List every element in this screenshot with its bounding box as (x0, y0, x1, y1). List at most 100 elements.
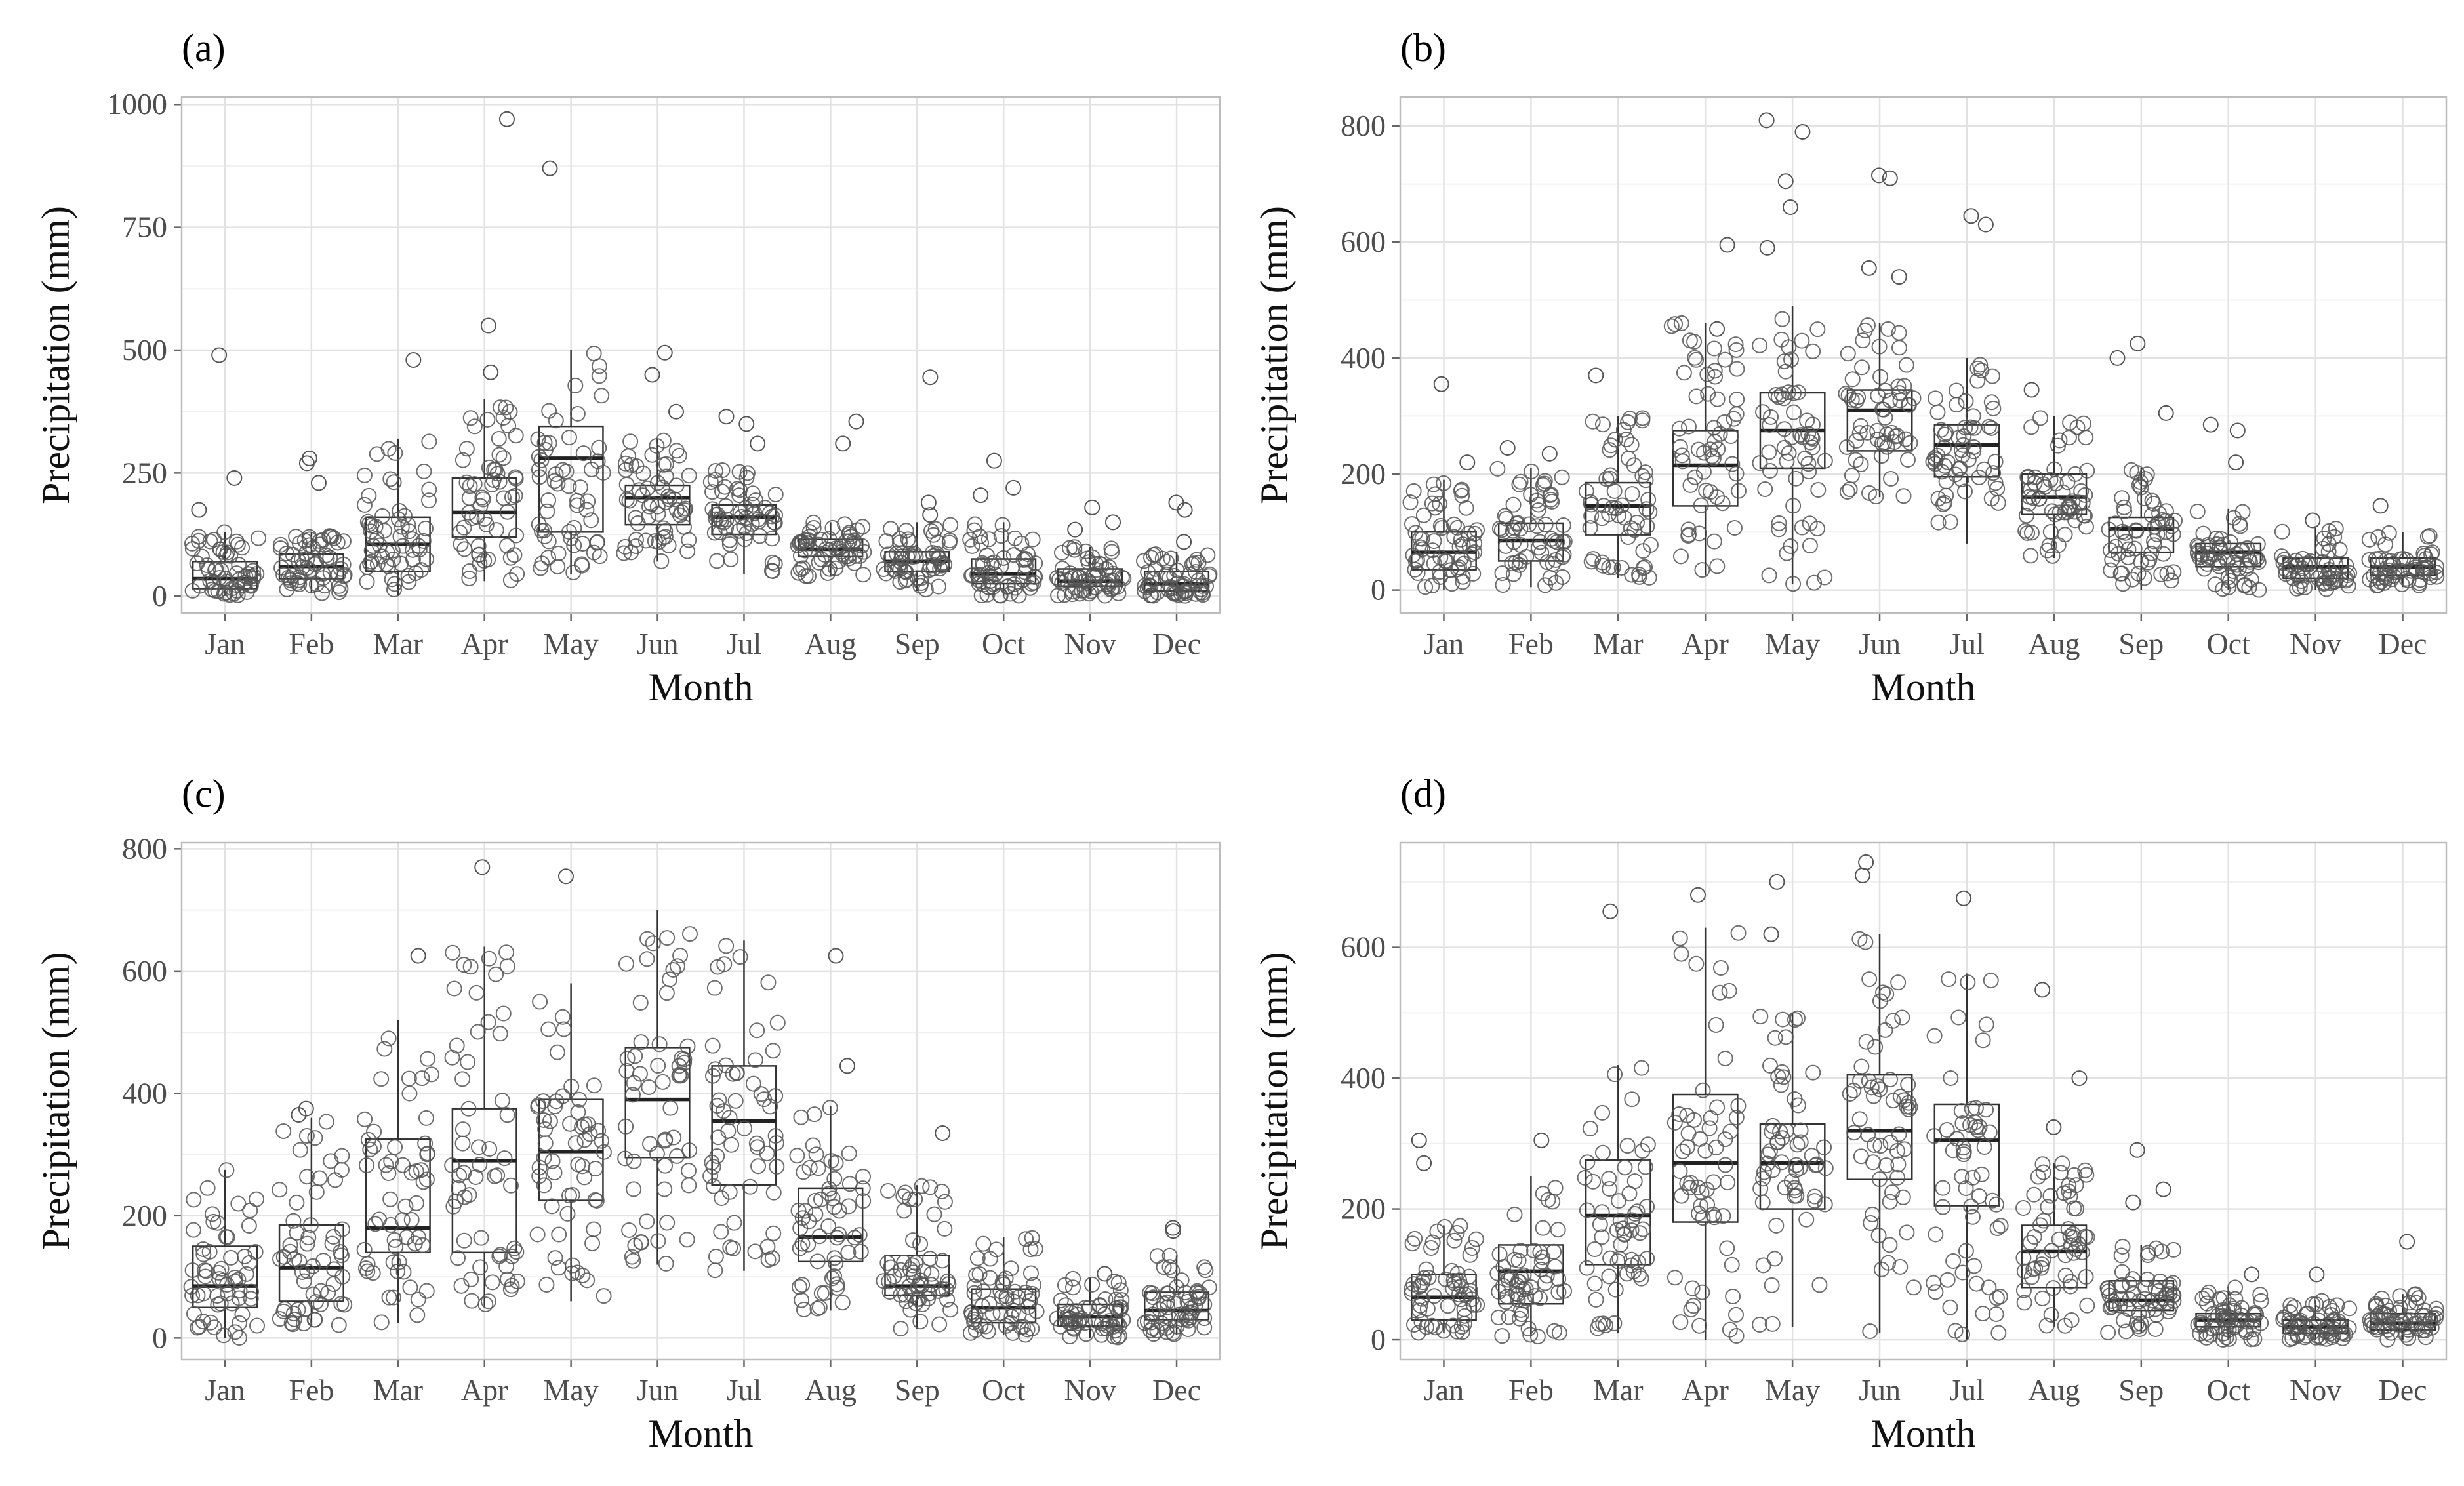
data-point (1977, 1102, 1994, 1118)
data-point (2297, 579, 2313, 595)
data-point (2221, 1321, 2237, 1338)
data-point (186, 1192, 202, 1208)
data-point (1694, 562, 1710, 578)
data-point (1426, 533, 1442, 550)
outlier-point (973, 487, 989, 504)
data-point (2428, 1300, 2444, 1317)
outlier-point (1177, 502, 1193, 518)
data-point (1537, 577, 1554, 593)
data-point (323, 1153, 339, 1169)
outlier-point (1411, 1132, 1427, 1148)
data-point (1941, 971, 1957, 988)
data-point (1436, 475, 1452, 491)
data-point (980, 579, 997, 595)
data-point (1585, 413, 1601, 430)
data-point (544, 1153, 561, 1169)
x-tick-label: Aug (805, 1373, 857, 1407)
data-point (1530, 540, 1546, 556)
data-point (759, 1145, 775, 1161)
data-point (813, 1191, 829, 1207)
data-point (1503, 1270, 1520, 1286)
data-point (1792, 427, 1809, 443)
data-point (508, 527, 525, 544)
data-point (1863, 1079, 1880, 1096)
outlier-point (1871, 167, 1888, 184)
data-point (1901, 1102, 1917, 1118)
data-point (657, 1131, 674, 1148)
data-point (939, 1291, 956, 1308)
data-point (1872, 993, 1888, 1009)
data-point (880, 1183, 897, 1199)
data-point (594, 388, 610, 404)
data-point (235, 577, 251, 593)
data-point (507, 487, 523, 504)
data-point (753, 1086, 769, 1102)
data-point (298, 1128, 315, 1144)
x-tick-label: May (543, 627, 598, 660)
data-point (450, 1250, 466, 1266)
data-point (190, 532, 207, 549)
data-point (491, 430, 507, 447)
data-point (538, 1276, 555, 1293)
outlier-point (1165, 1223, 1181, 1239)
box (538, 425, 604, 533)
data-point (1582, 520, 1598, 536)
data-point (1449, 519, 1466, 536)
panel-border (1399, 841, 2448, 1361)
data-point (975, 1235, 992, 1252)
data-point (306, 1312, 323, 1328)
data-point (2221, 1331, 2237, 1347)
data-point (587, 1192, 603, 1208)
data-point (727, 1093, 744, 1109)
data-point (2057, 1268, 2074, 1284)
data-point (2209, 536, 2225, 552)
data-point (623, 457, 639, 473)
data-point (1157, 1308, 1173, 1325)
data-point (1901, 1094, 1917, 1111)
data-point (2165, 526, 2181, 542)
data-point (227, 1324, 243, 1340)
data-point (1724, 456, 1741, 472)
data-point (2023, 548, 2039, 564)
data-point (1680, 521, 1697, 538)
data-point (2226, 1300, 2242, 1317)
data-point (334, 1221, 350, 1237)
data-point (555, 462, 571, 478)
data-point (1617, 1159, 1633, 1176)
data-point (473, 1230, 489, 1246)
data-point (1005, 1293, 1021, 1310)
data-point (502, 1281, 519, 1298)
data-point (1535, 1249, 1551, 1266)
data-point (1699, 366, 1716, 382)
data-point (795, 560, 811, 576)
data-point (243, 578, 259, 594)
data-point (1965, 408, 1981, 424)
outlier-point (1176, 534, 1192, 550)
data-point (702, 473, 719, 490)
data-point (2429, 559, 2445, 575)
data-point (232, 1283, 248, 1299)
data-point (249, 1317, 266, 1334)
data-point (1419, 1300, 1436, 1317)
outlier-point (718, 409, 735, 425)
data-point (626, 1075, 642, 1091)
data-point (1775, 390, 1792, 407)
data-point (184, 535, 200, 552)
data-point (1418, 1319, 1434, 1335)
data-point (502, 403, 518, 420)
data-point (1884, 1184, 1900, 1201)
outlier-point (2023, 382, 2040, 398)
y-axis-title: Precipitation (mm) (1253, 206, 1296, 504)
data-point (791, 1279, 807, 1295)
data-point (1673, 315, 1689, 331)
data-point (223, 1249, 239, 1266)
outlier-point (2244, 1266, 2260, 1283)
data-point (544, 1198, 560, 1215)
data-point (282, 572, 298, 588)
data-point (401, 1070, 417, 1087)
data-point (1844, 371, 1861, 388)
data-point (744, 504, 761, 520)
data-point (496, 1150, 513, 1167)
data-point (334, 1268, 351, 1285)
data-point (1867, 1039, 1884, 1055)
